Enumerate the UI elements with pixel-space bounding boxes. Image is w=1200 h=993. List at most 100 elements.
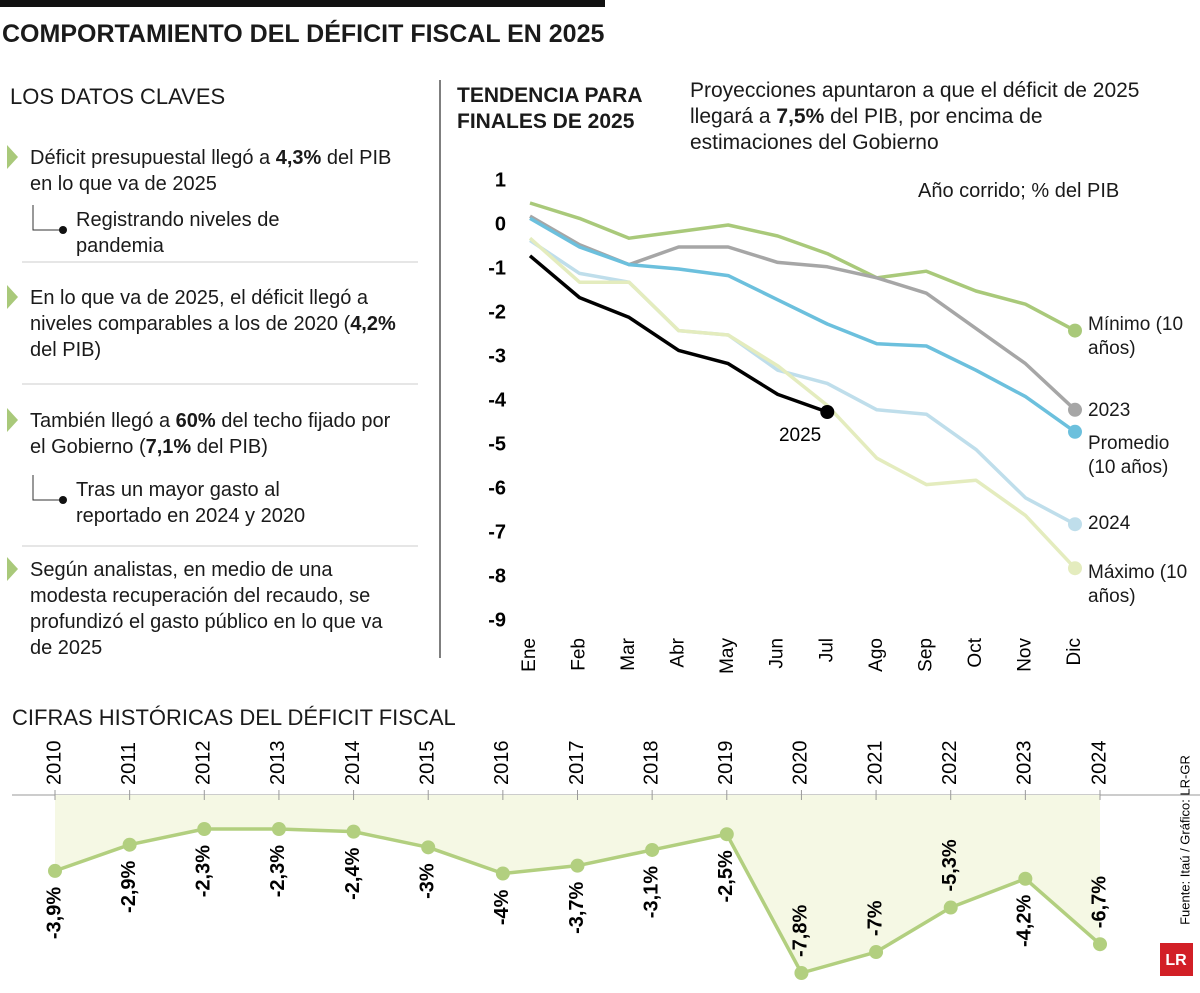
title: COMPORTAMIENTO DEL DÉFICIT FISCAL EN 202…	[2, 20, 605, 48]
top-bar	[0, 0, 605, 7]
series-line	[529, 216, 1077, 434]
y-tick-label: -2	[488, 301, 506, 323]
series-line	[528, 236, 1077, 570]
key-facts-heading: LOS DATOS CLAVES	[10, 84, 226, 109]
point	[794, 966, 809, 980]
text: Déficit presupuestal llegó a	[30, 147, 276, 169]
bold-text: 7,1%	[145, 436, 192, 458]
x-tick-label: 2022	[939, 741, 961, 786]
end-point	[1068, 517, 1082, 532]
x-tick-label: Sep	[915, 638, 936, 672]
value-label: -3%	[416, 863, 438, 899]
text: Proyecciones apuntaron a que el déficit …	[690, 79, 1140, 128]
bullet	[7, 285, 18, 309]
x-tick-label: Feb	[569, 638, 590, 671]
value-label: -7%	[864, 900, 886, 936]
point	[122, 837, 137, 852]
value-label: -3,1%	[640, 866, 662, 918]
x-tick-label: Abr	[668, 637, 689, 667]
text: del techo fijado por el Gobierno (	[30, 410, 391, 458]
series-line	[529, 201, 1076, 333]
x-tick-label: Dic	[1064, 638, 1085, 665]
source: Fuente: Itaú / Gráfico: LR-GR	[1177, 755, 1192, 925]
bold-text: 4,2%	[350, 313, 396, 335]
value-label: -5,3%	[939, 839, 961, 891]
y-tick-label: -6	[488, 477, 506, 499]
end-point	[820, 405, 835, 419]
x-tick-label: Oct	[965, 637, 986, 667]
connector-dot	[59, 496, 67, 504]
point	[346, 824, 361, 839]
x-tick-label: 2021	[864, 741, 886, 786]
series-label: 2024	[1088, 513, 1131, 534]
x-tick-label: 2015	[416, 741, 438, 786]
connector	[32, 205, 62, 231]
y-tick-label: -1	[488, 257, 506, 279]
point	[271, 822, 286, 836]
x-tick-label: 2020	[790, 741, 812, 786]
text: del PIB)	[30, 339, 102, 361]
x-tick-label: 2016	[491, 741, 513, 786]
value-label: -2,9%	[118, 860, 140, 912]
bold-text: 7,5%	[776, 105, 825, 128]
x-tick-label: 2023	[1014, 741, 1036, 786]
point	[943, 900, 958, 915]
point	[570, 858, 585, 873]
y-tick-label: 0	[495, 213, 506, 235]
end-point	[1068, 561, 1082, 576]
y-tick-label: -4	[488, 389, 507, 411]
series-label: 2023	[1088, 400, 1131, 421]
series-line	[528, 254, 828, 414]
x-tick-label: Nov	[1014, 638, 1035, 672]
x-tick-label: Ago	[866, 638, 887, 672]
chart-note: Año corrido; % del PIB	[918, 180, 1120, 202]
value-label: -4%	[491, 889, 513, 925]
text: del PIB, por encima de estimaciones del …	[690, 105, 1043, 154]
text: En lo que va de 2025, el déficit llegó a…	[30, 287, 369, 335]
x-tick-label: 2014	[342, 741, 364, 786]
x-tick-label: 2024	[1088, 741, 1110, 786]
end-point	[1068, 424, 1082, 439]
bullet	[7, 145, 18, 169]
x-tick-label: Jul	[816, 638, 837, 662]
fact-note: Registrando niveles de pandemia	[76, 209, 280, 257]
fact: En lo que va de 2025, el déficit llegó a…	[30, 285, 410, 363]
chart-title: TENDENCIA PARA FINALES DE 2025	[457, 84, 642, 133]
y-tick-label: -5	[488, 433, 506, 455]
bold-text: 4,3%	[275, 147, 322, 169]
value-label: -3,9%	[43, 887, 65, 939]
logo	[1160, 943, 1193, 976]
value-label: -2,5%	[715, 850, 737, 902]
point	[719, 827, 734, 842]
series-label: Promedio (10 años)	[1088, 433, 1170, 478]
x-tick-label: 2010	[43, 741, 65, 786]
x-tick-label: Ene	[519, 638, 540, 672]
chart-title: CIFRAS HISTÓRICAS DEL DÉFICIT FISCAL	[12, 705, 456, 730]
value-label: -2,3%	[267, 845, 289, 897]
value-label: -6,7%	[1088, 876, 1110, 928]
x-tick-label: 2018	[640, 741, 662, 786]
value-label: -4,2%	[1014, 895, 1036, 947]
y-tick-label: -9	[488, 609, 506, 631]
text: Según analistas, en medio de una modesta…	[30, 559, 383, 659]
x-tick-label: 2019	[715, 741, 737, 786]
fact: Déficit presupuestal llegó a 4,3% del PI…	[30, 145, 410, 197]
connector-dot	[59, 226, 67, 234]
value-label: -7,8%	[790, 905, 812, 957]
text: También llegó a	[30, 410, 176, 432]
point	[197, 822, 212, 836]
y-tick-label: -8	[488, 565, 506, 587]
point	[48, 863, 62, 878]
x-tick-label: 2013	[267, 741, 289, 786]
text: del PIB en lo que va de 2025	[30, 147, 392, 195]
fact: Según analistas, en medio de una modesta…	[30, 557, 410, 661]
x-tick-label: 2017	[566, 741, 588, 786]
series-label: 2025	[779, 425, 821, 446]
x-tick-label: Mar	[618, 637, 639, 670]
fact-note: Tras un mayor gasto al reportado en 2024…	[76, 479, 306, 527]
point	[1018, 871, 1033, 886]
series-label: Máximo (10 años)	[1088, 562, 1188, 607]
value-label: -2,3%	[193, 845, 215, 897]
